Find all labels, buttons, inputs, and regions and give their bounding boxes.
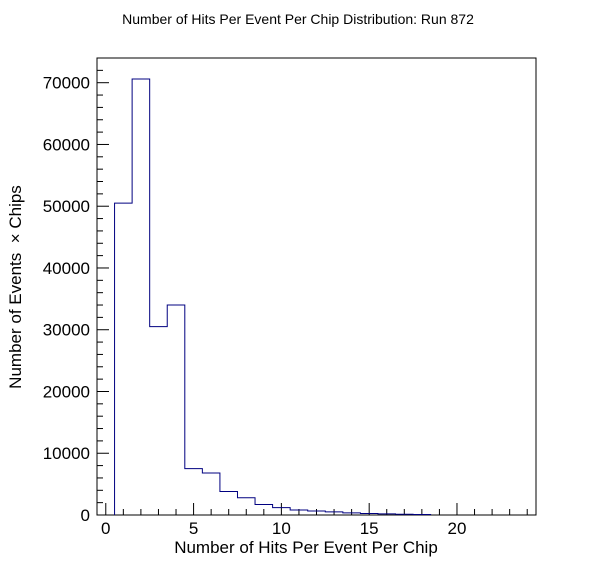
histogram-bin [167, 305, 185, 515]
histogram-bars [115, 79, 431, 515]
histogram-bin [202, 473, 220, 515]
histogram-outline [114, 78, 432, 516]
x-tick-label: 10 [272, 519, 291, 538]
y-tick-label: 10000 [43, 444, 90, 463]
x-tick-label: 0 [101, 519, 110, 538]
histogram-bin [150, 327, 168, 515]
y-tick-label: 60000 [43, 135, 90, 154]
x-tick-label: 20 [448, 519, 467, 538]
y-tick-label: 20000 [43, 382, 90, 401]
y-tick-label: 30000 [43, 321, 90, 340]
plot-frame-rect [96, 57, 537, 516]
y-tick-label: 0 [81, 506, 90, 525]
chart-title: Number of Hits Per Event Per Chip Distri… [122, 11, 474, 27]
tick-labels: 0 5 10 15 20 0 10000 20000 30000 40000 50000 60000 7… [43, 74, 467, 538]
x-axis-label: Number of Hits Per Event Per Chip [174, 538, 438, 557]
histogram-bin [132, 79, 150, 515]
y-tick-label: 50000 [43, 197, 90, 216]
axis-ticks [97, 57, 528, 516]
y-tick-label: 40000 [43, 259, 90, 278]
x-tick-label: 5 [189, 519, 198, 538]
x-tick-label: 15 [360, 519, 379, 538]
y-axis-label: Number of Events × Chips [6, 185, 25, 389]
histogram-bin [115, 203, 133, 515]
y-tick-label: 70000 [43, 74, 90, 93]
plot-frame [96, 57, 537, 516]
